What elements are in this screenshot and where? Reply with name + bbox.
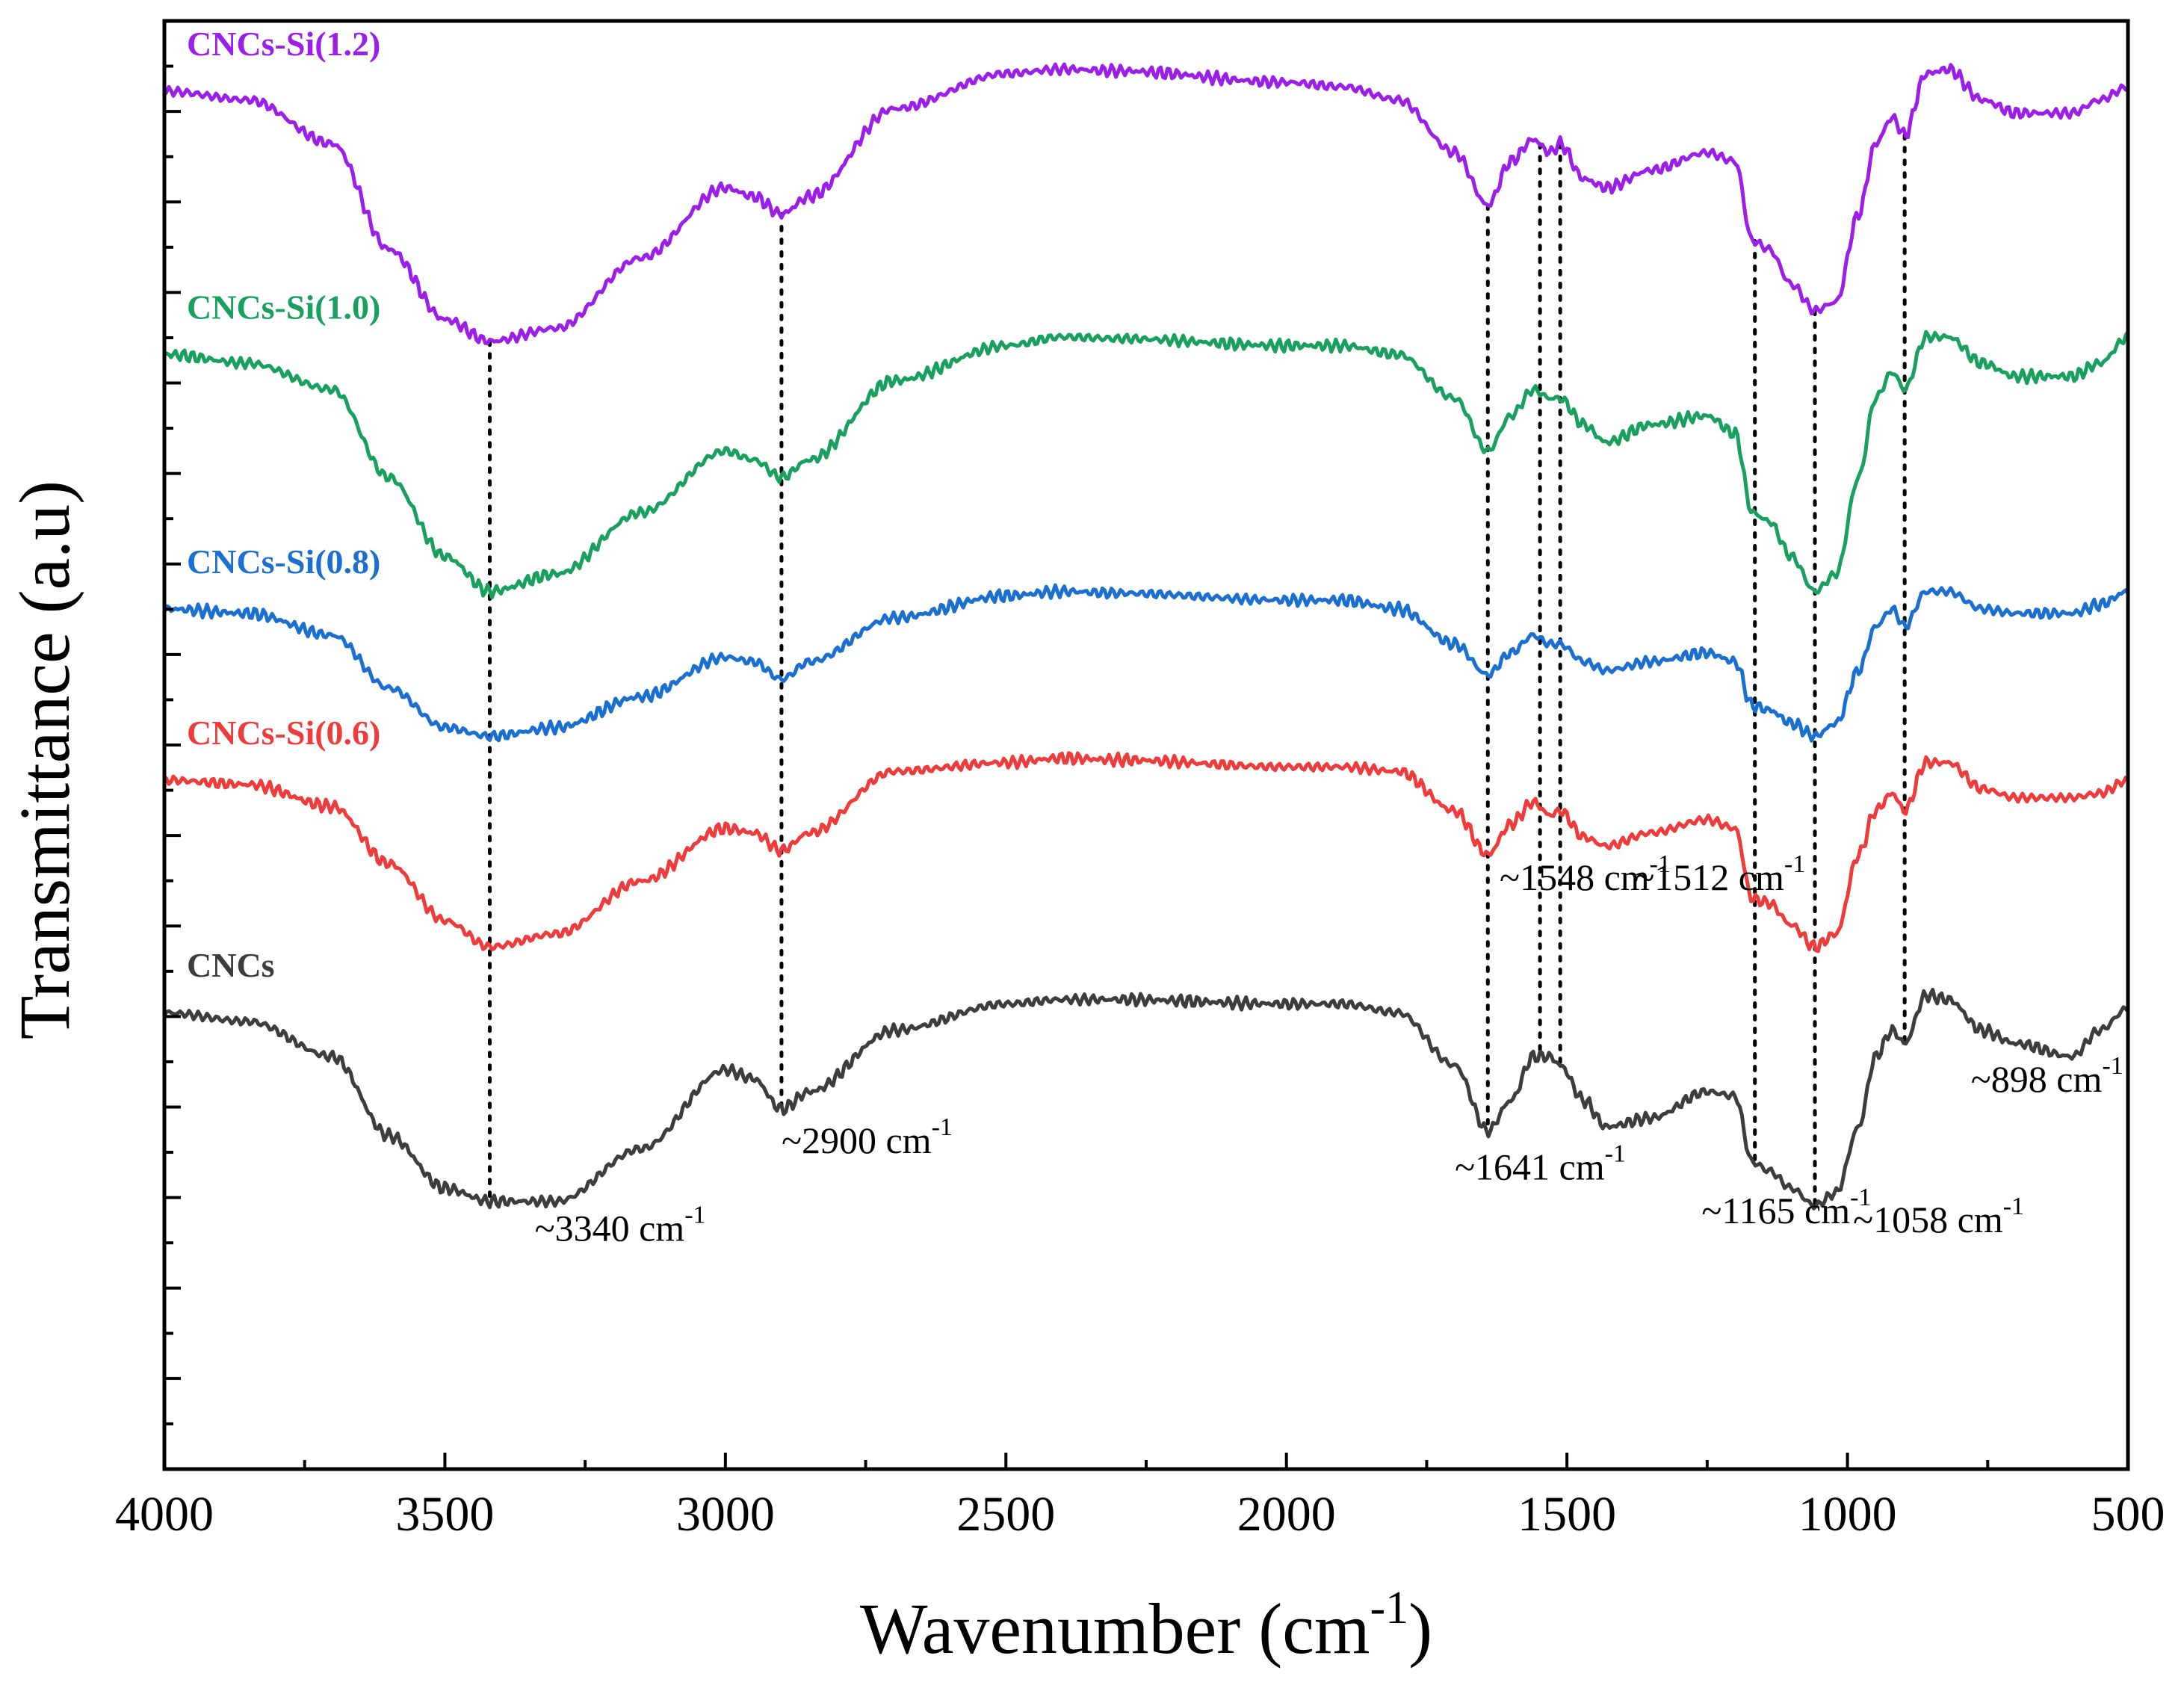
x-tick-labels: 4000 3500 3000 2500 2000 1500 1000 500 bbox=[115, 1487, 2165, 1542]
series-label: CNCs-Si(1.0) bbox=[187, 288, 380, 326]
series-lines bbox=[162, 62, 2130, 1211]
x-tick-label: 4000 bbox=[115, 1487, 214, 1542]
y-ticks bbox=[164, 19, 181, 1426]
peak-annotation: ~1058 cm-1 bbox=[1853, 1193, 2024, 1240]
annotations: ~3340 cm-1 ~2900 cm-1 ~1641 cm-1 ~1548 cm-1… bbox=[535, 850, 2123, 1249]
x-tick-label: 2000 bbox=[1237, 1487, 1336, 1542]
plot-frame bbox=[162, 19, 2130, 1471]
series-label: CNCs-Si(1.2) bbox=[187, 25, 380, 63]
reference-lines bbox=[487, 133, 1907, 1208]
peak-annotation: ~2900 cm-1 bbox=[782, 1113, 953, 1161]
series-label: CNCs-Si(0.8) bbox=[187, 542, 380, 581]
x-tick-label: 3500 bbox=[395, 1487, 494, 1542]
series-label: CNCs bbox=[187, 946, 275, 984]
x-tick-label: 1000 bbox=[1798, 1487, 1897, 1542]
series-line bbox=[162, 987, 2129, 1211]
series-line bbox=[162, 583, 2130, 743]
peak-annotation: ~898 cm-1 bbox=[1971, 1052, 2123, 1100]
peak-annotation: ~3340 cm-1 bbox=[535, 1202, 706, 1249]
x-ticks bbox=[163, 1453, 2129, 1469]
y-axis-title: Transmittance (a.u) bbox=[4, 480, 84, 1039]
x-axis-title: Wavenumber (cm-1) bbox=[860, 1583, 1432, 1669]
series-line bbox=[162, 62, 2129, 345]
peak-annotation: ~1548 cm-1 bbox=[1500, 850, 1671, 898]
x-tick-label: 1500 bbox=[1518, 1487, 1616, 1542]
x-tick-label: 2500 bbox=[956, 1487, 1055, 1542]
x-axis-title-main: Wavenumber (cm bbox=[860, 1589, 1370, 1669]
series-labels: CNCs-Si(1.2) CNCs-Si(1.0) CNCs-Si(0.8) CNCs… bbox=[187, 25, 380, 984]
peak-annotation: ~1165 cm-1 bbox=[1701, 1184, 1871, 1231]
x-axis-title-sup: -1 bbox=[1370, 1583, 1409, 1633]
x-axis-title-suffix: ) bbox=[1408, 1589, 1432, 1669]
series-label: CNCs-Si(0.6) bbox=[187, 714, 380, 752]
series-line bbox=[163, 751, 2129, 953]
series-line bbox=[163, 330, 2130, 599]
peak-annotation: ~1512 cm-1 bbox=[1634, 850, 1805, 898]
x-tick-label: 500 bbox=[2091, 1487, 2165, 1542]
x-tick-label: 3000 bbox=[676, 1487, 775, 1542]
peak-annotation: ~1641 cm-1 bbox=[1455, 1140, 1626, 1187]
